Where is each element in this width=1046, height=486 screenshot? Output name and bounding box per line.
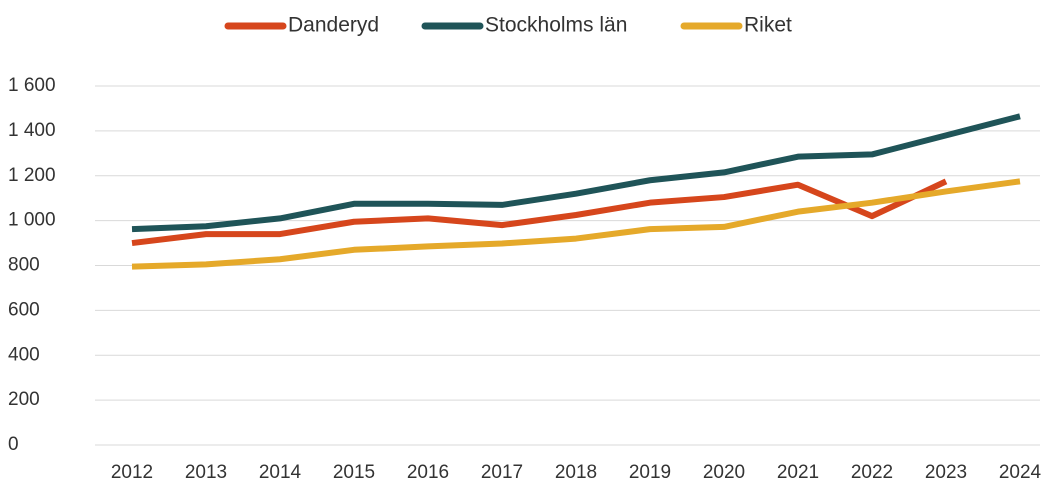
x-tick-label: 2013: [185, 462, 227, 483]
x-tick-label: 2023: [925, 462, 967, 483]
x-tick-label: 2022: [851, 462, 893, 483]
legend-label: Stockholms län: [485, 14, 627, 37]
y-tick-label: 1 200: [8, 165, 56, 186]
y-tick-label: 1 400: [8, 120, 56, 141]
y-tick-label: 800: [8, 255, 40, 276]
y-tick-label: 200: [8, 389, 40, 410]
x-tick-label: 2012: [111, 462, 153, 483]
y-tick-label: 400: [8, 344, 40, 365]
x-tick-label: 2020: [703, 462, 745, 483]
y-tick-label: 1 000: [8, 210, 56, 231]
legend-label: Riket: [744, 14, 792, 37]
x-tick-label: 2017: [481, 462, 523, 483]
legend-label: Danderyd: [288, 14, 379, 37]
x-tick-label: 2016: [407, 462, 449, 483]
x-tick-label: 2015: [333, 462, 375, 483]
x-tick-label: 2024: [999, 462, 1042, 483]
x-tick-label: 2021: [777, 462, 819, 483]
y-tick-label: 1 600: [8, 75, 56, 96]
series-line: [131, 178, 1021, 270]
y-tick-label: 600: [8, 299, 40, 320]
y-tick-label: 0: [8, 434, 19, 455]
series-line: [131, 113, 1021, 233]
series-line: [131, 178, 948, 247]
x-tick-label: 2014: [259, 462, 302, 483]
x-tick-label: 2019: [629, 462, 671, 483]
x-tick-label: 2018: [555, 462, 597, 483]
